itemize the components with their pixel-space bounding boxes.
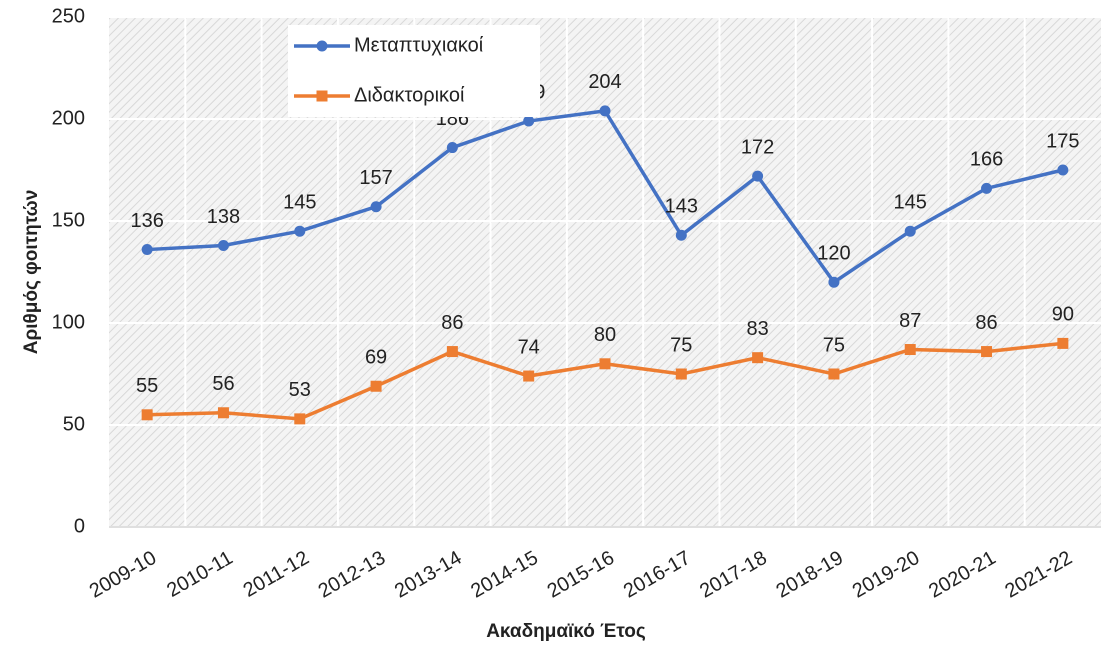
marker [446,142,458,154]
data-label: 172 [741,136,774,158]
marker [370,380,382,392]
data-label: 56 [212,373,234,395]
data-label: 80 [594,324,616,346]
x-tick-label: 2020-21 [925,547,1000,603]
marker [370,201,382,213]
data-label: 74 [518,336,540,358]
data-label: 175 [1046,130,1079,152]
marker [294,225,306,237]
data-label: 75 [823,334,845,356]
data-label: 166 [970,149,1003,171]
marker [675,229,687,241]
marker [752,170,764,182]
marker [675,368,687,380]
data-label: 87 [899,310,921,332]
data-label: 138 [207,206,240,228]
marker [828,368,840,380]
x-tick-label: 2017-18 [696,547,771,603]
data-label: 86 [441,312,463,334]
marker [1057,164,1069,176]
x-tick-label: 2012-13 [315,547,390,603]
data-label: 55 [136,375,158,397]
marker [446,346,458,358]
legend-label: Μεταπτυχιακοί [354,34,484,56]
y-tick-label: 100 [52,311,85,333]
marker [316,40,328,52]
data-label: 145 [283,191,316,213]
marker [828,276,840,288]
data-label: 145 [894,191,927,213]
marker [294,413,306,425]
legend-box [288,25,540,117]
x-tick-label: 2013-14 [391,547,466,603]
data-label: 120 [817,242,850,264]
marker [904,344,916,356]
y-tick-label: 200 [52,107,85,129]
data-label: 143 [665,196,698,218]
marker [316,90,328,102]
marker [141,409,153,421]
data-label: 75 [670,334,692,356]
legend-label: Διδακτορικοί [354,84,465,106]
data-label: 86 [975,312,997,334]
y-tick-label: 250 [52,5,85,27]
marker [217,239,229,251]
x-tick-label: 2018-19 [772,547,847,603]
data-label: 83 [746,318,768,340]
x-tick-label: 2014-15 [467,547,542,603]
marker [981,182,993,194]
y-tick-label: 50 [63,413,85,435]
marker [981,346,993,358]
marker [141,244,153,256]
data-label: 53 [289,379,311,401]
marker [217,407,229,419]
data-label: 69 [365,347,387,369]
marker [1057,337,1069,349]
x-tick-label: 2016-17 [620,547,695,603]
x-axis-title: Ακαδημαϊκό Έτος [486,621,646,642]
x-tick-label: 2010-11 [163,547,236,602]
marker [752,352,764,364]
x-tick-label: 2019-20 [849,547,924,603]
marker [523,115,535,127]
y-axis-title: Αριθμός φοιτητών [21,190,42,355]
plot-area [109,17,1101,527]
data-label: 136 [130,210,163,232]
marker [599,105,611,117]
data-label: 157 [359,167,392,189]
data-label: 90 [1052,304,1074,326]
y-tick-label: 150 [52,209,85,231]
data-label: 204 [588,71,621,93]
marker [599,358,611,370]
y-tick-label: 0 [74,515,85,537]
x-tick-label: 2009-10 [86,547,161,603]
marker [523,370,535,382]
x-tick-label: 2011-12 [240,547,313,602]
marker [904,225,916,237]
x-tick-label: 2021-22 [1001,547,1076,603]
x-tick-label: 2015-16 [544,547,619,603]
